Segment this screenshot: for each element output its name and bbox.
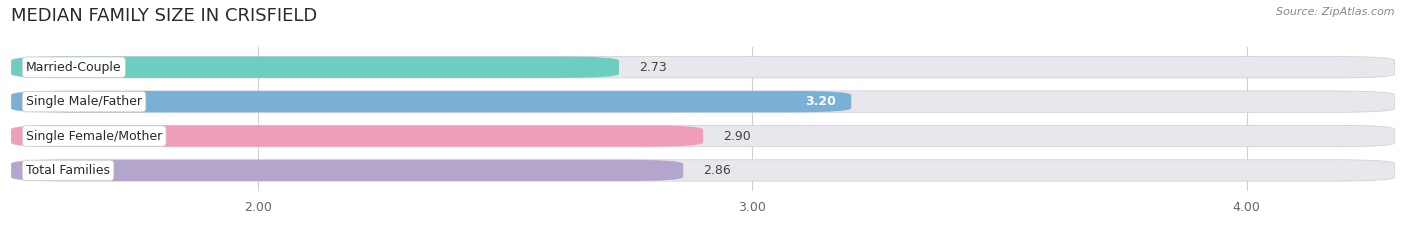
FancyBboxPatch shape (11, 125, 703, 147)
Text: 2.73: 2.73 (638, 61, 666, 74)
FancyBboxPatch shape (11, 160, 1395, 181)
Text: Single Male/Father: Single Male/Father (27, 95, 142, 108)
Text: Married-Couple: Married-Couple (27, 61, 122, 74)
FancyBboxPatch shape (11, 57, 619, 78)
Text: Single Female/Mother: Single Female/Mother (27, 130, 162, 143)
Text: MEDIAN FAMILY SIZE IN CRISFIELD: MEDIAN FAMILY SIZE IN CRISFIELD (11, 7, 318, 25)
FancyBboxPatch shape (11, 125, 1395, 147)
Text: 3.20: 3.20 (806, 95, 837, 108)
FancyBboxPatch shape (11, 57, 1395, 78)
FancyBboxPatch shape (11, 91, 851, 112)
Text: Source: ZipAtlas.com: Source: ZipAtlas.com (1277, 7, 1395, 17)
FancyBboxPatch shape (11, 91, 1395, 112)
FancyBboxPatch shape (11, 160, 683, 181)
Text: 2.86: 2.86 (703, 164, 731, 177)
Text: 2.90: 2.90 (723, 130, 751, 143)
Text: Total Families: Total Families (27, 164, 110, 177)
